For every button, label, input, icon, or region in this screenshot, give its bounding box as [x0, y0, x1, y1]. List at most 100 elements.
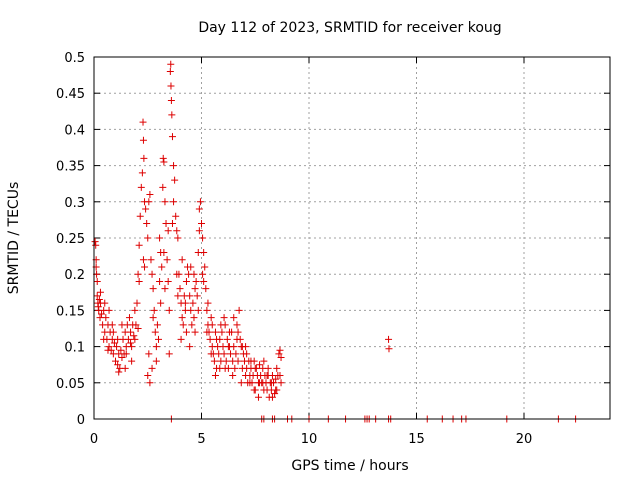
data-point — [153, 321, 161, 329]
data-point — [234, 328, 242, 336]
data-point — [190, 270, 198, 278]
data-point — [152, 357, 160, 365]
data-point — [93, 292, 101, 300]
data-point — [137, 183, 145, 191]
data-point — [163, 256, 171, 264]
data-point — [160, 248, 168, 256]
data-point — [149, 314, 157, 322]
data-point — [271, 390, 279, 398]
data-points — [91, 60, 580, 423]
data-point — [95, 296, 103, 304]
data-point — [118, 353, 126, 361]
data-point — [254, 393, 262, 401]
data-point — [146, 379, 154, 387]
data-point — [229, 372, 237, 380]
data-point — [157, 299, 165, 307]
data-point — [168, 111, 176, 119]
data-point — [171, 176, 179, 184]
data-point — [178, 314, 186, 322]
data-point — [196, 198, 204, 206]
data-point — [148, 270, 156, 278]
data-point — [188, 321, 196, 329]
data-point — [173, 270, 181, 278]
data-point — [186, 343, 194, 351]
data-point — [130, 332, 138, 340]
data-point — [148, 364, 156, 372]
data-point — [159, 183, 167, 191]
data-point — [174, 292, 182, 300]
data-point — [243, 350, 251, 358]
data-point — [232, 350, 240, 358]
data-point — [172, 212, 180, 220]
data-point — [247, 357, 255, 365]
y-tick-label: 0.2 — [64, 268, 85, 283]
x-tick-label: 5 — [197, 432, 205, 447]
data-point — [211, 328, 219, 336]
data-point — [150, 306, 158, 314]
data-point — [128, 357, 136, 365]
data-point — [141, 263, 149, 271]
data-point — [277, 379, 285, 387]
data-point — [167, 82, 175, 90]
data-point — [101, 299, 109, 307]
data-point — [140, 154, 148, 162]
data-point — [143, 220, 151, 228]
data-point — [182, 328, 190, 336]
data-point — [210, 357, 218, 365]
data-point — [102, 314, 110, 322]
data-point — [105, 343, 113, 351]
data-point — [156, 234, 164, 242]
data-point — [170, 162, 178, 170]
y-tick-label: 0.5 — [64, 51, 85, 66]
y-tick-label: 0.25 — [56, 232, 85, 247]
data-point — [122, 350, 130, 358]
data-point — [268, 393, 276, 401]
data-point — [216, 364, 224, 372]
data-point — [173, 227, 181, 235]
data-point — [134, 270, 142, 278]
y-axis-title: SRMTID / TECUs — [6, 182, 22, 295]
data-point — [146, 191, 154, 199]
data-point — [201, 263, 209, 271]
data-point — [160, 158, 168, 166]
data-point — [233, 335, 241, 343]
data-point — [121, 364, 129, 372]
data-point — [124, 335, 132, 343]
data-point — [231, 364, 239, 372]
data-point — [251, 364, 259, 372]
data-point — [222, 357, 230, 365]
x-tick-label: 20 — [516, 432, 533, 447]
data-point — [155, 335, 162, 343]
data-point — [235, 306, 243, 314]
data-point — [166, 67, 174, 75]
data-point — [191, 328, 199, 336]
data-point — [202, 285, 210, 293]
data-point — [187, 306, 195, 314]
data-point — [200, 277, 208, 285]
data-point — [115, 368, 123, 376]
data-point — [104, 346, 112, 354]
data-point — [272, 375, 280, 383]
data-point — [149, 285, 157, 293]
data-point — [225, 328, 233, 336]
data-point — [167, 96, 175, 104]
data-point — [223, 335, 231, 343]
data-point — [190, 314, 198, 322]
data-point — [246, 379, 254, 387]
data-point — [144, 234, 152, 242]
data-point — [96, 288, 104, 296]
data-point — [100, 335, 108, 343]
data-point — [208, 321, 216, 329]
data-point — [118, 321, 126, 329]
data-point — [276, 372, 284, 380]
x-tick-label: 10 — [301, 432, 318, 447]
data-point — [193, 292, 201, 300]
data-point — [164, 277, 172, 285]
y-tick-label: 0.1 — [64, 341, 85, 356]
data-point — [242, 343, 250, 351]
data-point — [139, 118, 147, 126]
data-point — [189, 299, 197, 307]
data-point — [198, 220, 205, 228]
data-point — [259, 379, 267, 387]
